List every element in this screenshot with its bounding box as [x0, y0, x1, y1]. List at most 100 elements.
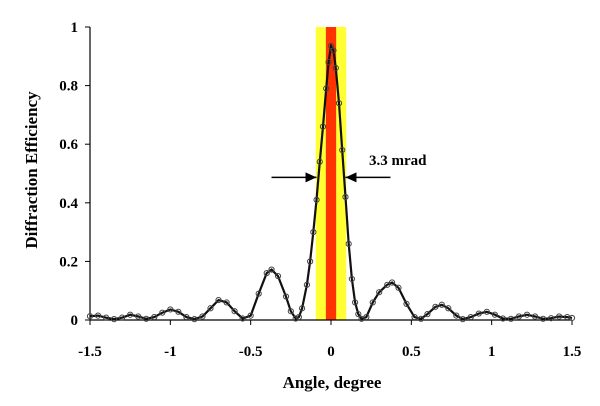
data-point	[159, 309, 166, 316]
data-point	[143, 315, 150, 322]
annotation-label: 3.3 mrad	[369, 153, 427, 169]
data-point	[395, 284, 402, 291]
data-point	[363, 313, 370, 321]
y-tick-label: 1	[71, 20, 79, 36]
data-point	[86, 313, 94, 320]
y-axis-title: Diffraction Efficiency	[22, 91, 41, 249]
data-point	[183, 313, 190, 321]
data-point	[207, 305, 214, 312]
data-point	[339, 146, 346, 154]
y-tick-label: 0.2	[59, 254, 78, 270]
data-point	[556, 313, 563, 320]
data-point	[274, 272, 282, 280]
y-tick-label: 0.6	[59, 137, 78, 153]
data-point	[167, 306, 174, 313]
data-point	[323, 85, 330, 92]
data-point	[411, 313, 418, 321]
data-point	[491, 311, 498, 318]
data-point	[263, 270, 270, 277]
data-point	[292, 315, 299, 322]
data-point	[475, 310, 482, 317]
data-point	[348, 275, 355, 283]
data-point	[332, 64, 339, 72]
data-point	[215, 296, 222, 304]
data-point	[325, 59, 332, 66]
data-point	[303, 281, 310, 288]
data-point	[175, 308, 182, 315]
data-point	[376, 289, 383, 296]
data-point	[191, 316, 198, 323]
data-point	[403, 300, 410, 307]
x-tick-label: -0.5	[239, 344, 263, 360]
data-point	[531, 313, 539, 320]
data-point	[313, 196, 320, 203]
data-point	[352, 299, 359, 306]
data-point	[310, 229, 317, 236]
data-point	[111, 316, 118, 323]
data-point	[307, 258, 314, 265]
data-point	[342, 193, 349, 201]
data-point	[268, 266, 275, 273]
data-point	[515, 313, 523, 320]
data-point	[151, 313, 158, 321]
data-point	[94, 312, 102, 319]
data-point	[459, 316, 466, 323]
data-point	[102, 314, 110, 321]
data-point	[388, 279, 396, 286]
data-point	[319, 123, 327, 130]
left-arrow-head	[305, 172, 317, 183]
data-point	[432, 303, 439, 310]
y-tick-label: 0	[71, 313, 79, 329]
data-point	[369, 299, 376, 306]
data-point	[539, 315, 547, 322]
x-tick-label: -1.5	[78, 344, 102, 360]
data-point	[295, 313, 302, 321]
data-point	[499, 315, 507, 322]
x-tick-label: 0	[327, 344, 335, 360]
width-annotation: 3.3 mrad	[271, 153, 427, 183]
data-point	[483, 308, 490, 315]
data-point	[523, 311, 531, 318]
data-point	[298, 305, 306, 312]
data-point	[135, 313, 142, 320]
data-point	[568, 314, 576, 322]
x-ticks: -1.5 -1 -0.5 0 0.5 1 1.5	[78, 320, 581, 360]
data-point	[438, 301, 445, 308]
data-point	[355, 311, 362, 318]
data-point	[417, 315, 425, 322]
data-point	[119, 314, 126, 321]
data-point	[445, 305, 452, 312]
y-ticks: 0 0.2 0.4 0.6 0.8 1	[59, 20, 90, 329]
data-point	[384, 281, 391, 288]
data-point	[239, 315, 246, 322]
data-point	[507, 315, 515, 322]
data-point	[282, 293, 290, 300]
data-point	[424, 311, 431, 318]
data-point	[335, 100, 343, 107]
data-point	[345, 240, 352, 247]
x-tick-label: 1	[488, 344, 496, 360]
highlight-bands	[315, 27, 347, 320]
x-tick-label: 1.5	[563, 344, 582, 360]
data-point	[330, 47, 337, 54]
data-point	[316, 158, 323, 165]
data-point	[287, 308, 294, 315]
y-tick-label: 0.8	[59, 79, 78, 95]
data-point	[255, 290, 262, 297]
red-band	[325, 27, 337, 320]
x-axis-title: Angle, degree	[283, 373, 382, 392]
data-point	[199, 313, 206, 320]
data-point	[127, 311, 134, 318]
data-point	[223, 299, 230, 306]
data-point	[231, 308, 238, 315]
data-point	[453, 312, 460, 319]
data-markers	[86, 42, 576, 323]
x-tick-label: -1	[164, 344, 177, 360]
data-point	[467, 313, 474, 321]
data-point	[548, 315, 555, 322]
right-arrow-head	[345, 172, 357, 183]
y-tick-label: 0.4	[59, 196, 78, 212]
data-point	[247, 312, 254, 319]
x-tick-label: 0.5	[402, 344, 421, 360]
